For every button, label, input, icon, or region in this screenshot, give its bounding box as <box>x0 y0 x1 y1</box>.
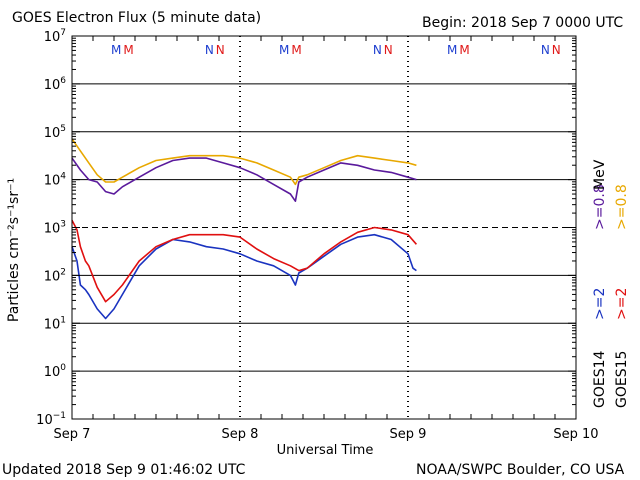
m-marker-goes15: M <box>291 43 301 57</box>
legend-goes14-2mev: >=2 <box>592 288 608 320</box>
satellite-markers: M M M M M MN N N N N N <box>111 43 561 57</box>
series-line-goes15_low <box>71 138 417 186</box>
n-marker-goes15: N <box>552 43 561 57</box>
y-tick-exponent: 4 <box>60 172 66 182</box>
x-axis-ticks: Sep 7 Sep 8 Sep 9 Sep 10 <box>54 36 599 442</box>
y-tick-label: 105 <box>44 124 66 141</box>
series-group <box>71 138 418 320</box>
begin-label: Begin: 2018 Sep 7 0000 UTC <box>422 15 623 31</box>
chart-title: GOES Electron Flux (5 minute data) <box>12 10 261 26</box>
series-line-goes15_high <box>71 219 418 303</box>
x-axis-label: Universal Time <box>277 443 374 458</box>
series-line-goes14_low <box>71 157 417 202</box>
y-tick-exponent: 2 <box>60 267 66 277</box>
x-tick-label: Sep 9 <box>390 427 427 442</box>
y-tick-label: 10−1 <box>36 411 66 428</box>
legend-goes15-08mev: >=0.8 <box>614 184 630 230</box>
updated-label: Updated 2018 Sep 9 01:46:02 UTC <box>2 462 246 478</box>
n-marker-goes14: N <box>373 43 382 57</box>
y-axis-label: Particles cm⁻²s⁻¹sr⁻¹ <box>6 178 22 322</box>
gridlines <box>72 83 576 372</box>
series-line-goes14_high <box>71 233 417 320</box>
y-tick-exponent: 6 <box>60 76 66 86</box>
y-tick-exponent: 3 <box>60 220 66 230</box>
y-tick-label: 106 <box>44 76 67 93</box>
legend: GOES14 GOES15 >=2 >=2 >=0.8 >=0.8 MeV <box>592 159 630 408</box>
legend-goes15-label: GOES15 <box>614 351 630 408</box>
legend-goes14-08mev: >=0.8 <box>592 184 608 230</box>
y-tick-exponent: 0 <box>60 363 66 373</box>
y-tick-label: 100 <box>44 363 67 380</box>
y-tick-label: 101 <box>44 315 66 332</box>
y-tick-exponent: 5 <box>60 124 66 134</box>
n-marker-goes14: N <box>205 43 214 57</box>
y-tick-exponent: 7 <box>60 28 66 38</box>
x-tick-label: Sep 8 <box>222 427 259 442</box>
x-tick-label: Sep 7 <box>54 427 91 442</box>
m-marker-goes15: M <box>123 43 133 57</box>
y-tick-label: 104 <box>44 172 67 189</box>
m-marker-goes15: M <box>459 43 469 57</box>
y-tick-label: 107 <box>44 28 66 45</box>
y-tick-label: 103 <box>44 220 66 237</box>
n-marker-goes15: N <box>384 43 393 57</box>
m-marker-goes14: M <box>111 43 121 57</box>
legend-goes15-2mev: >=2 <box>614 288 630 320</box>
y-tick-label: 102 <box>44 267 66 284</box>
m-marker-goes14: M <box>279 43 289 57</box>
x-tick-label: Sep 10 <box>553 427 598 442</box>
n-marker-goes14: N <box>541 43 550 57</box>
legend-goes14-label: GOES14 <box>592 350 608 408</box>
credit-label: NOAA/SWPC Boulder, CO USA <box>416 462 625 478</box>
m-marker-goes14: M <box>447 43 457 57</box>
y-tick-exponent: 1 <box>60 315 66 325</box>
y-tick-exponent: −1 <box>53 411 66 421</box>
legend-mev-unit: MeV <box>592 159 608 190</box>
n-marker-goes15: N <box>216 43 225 57</box>
